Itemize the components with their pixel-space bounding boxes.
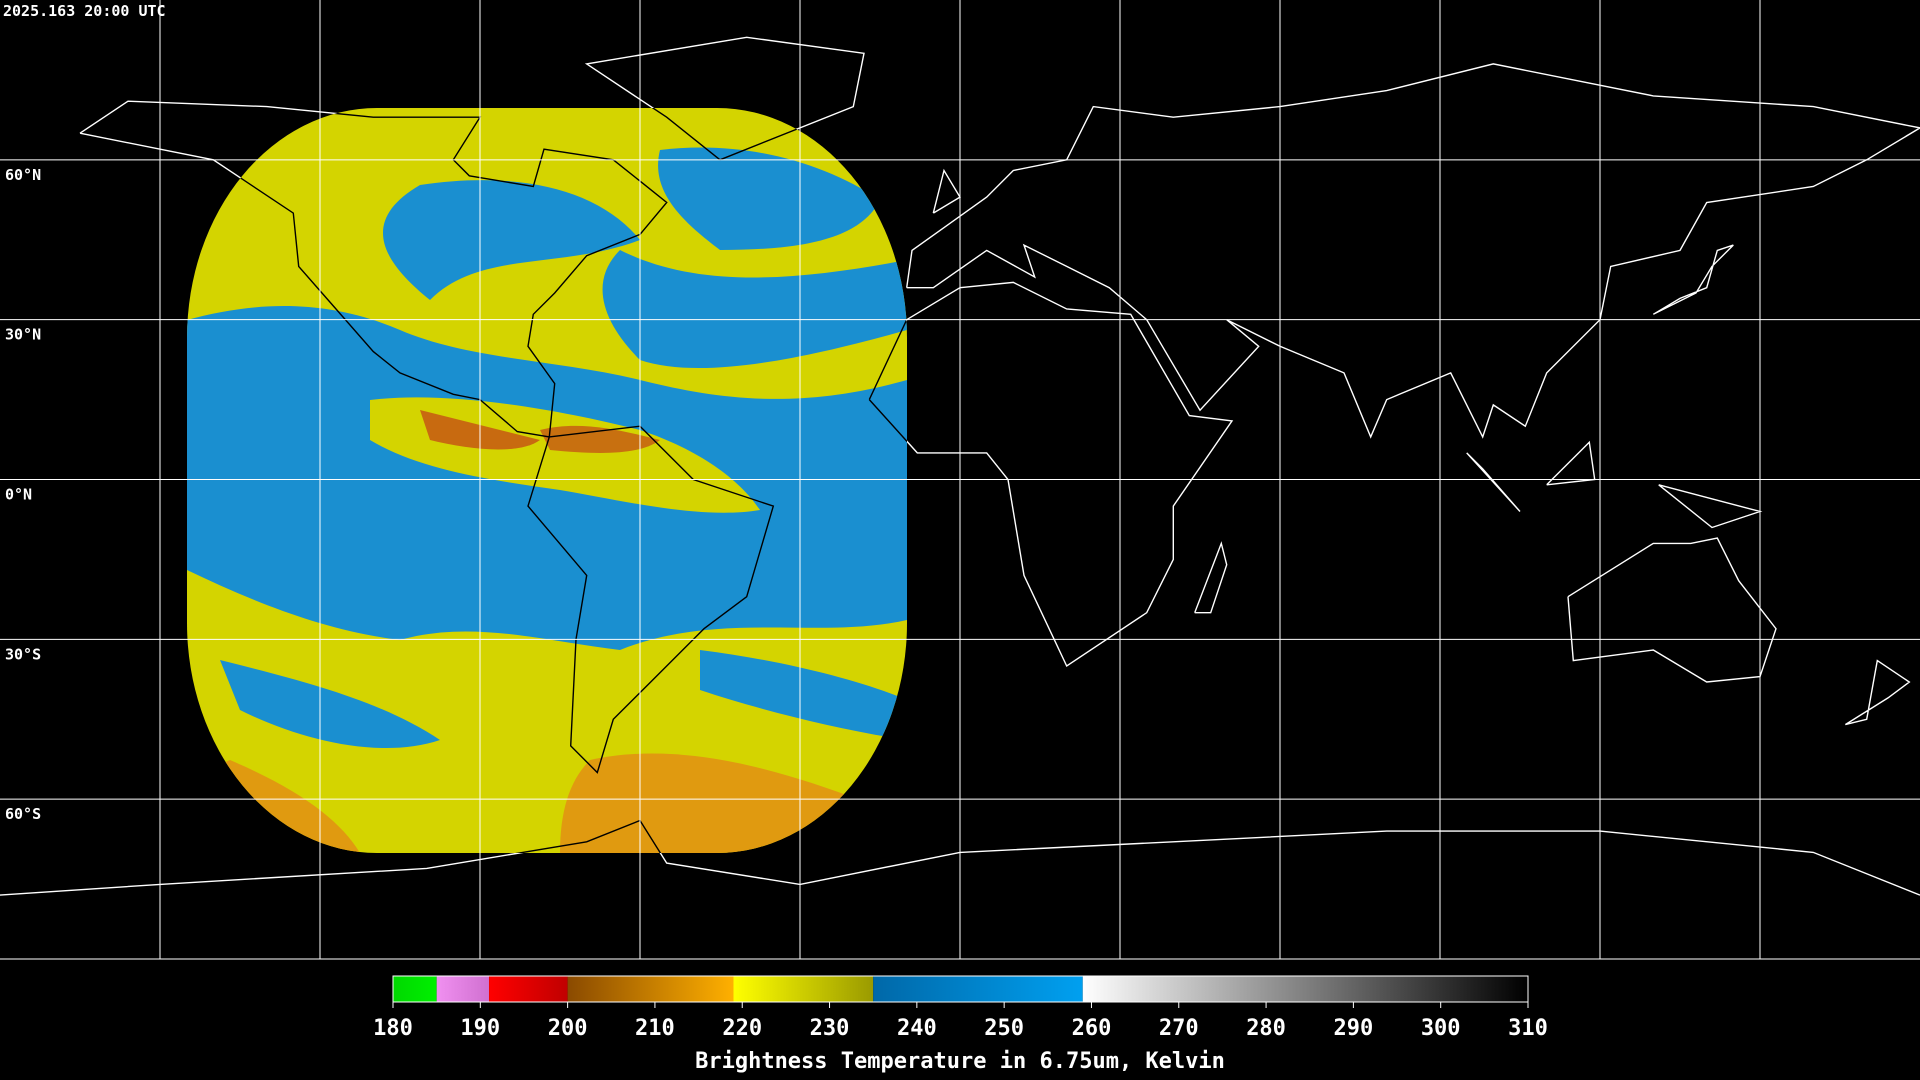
- colorbar-tick-label: 280: [1246, 1016, 1286, 1041]
- colorbar-tick-label: 290: [1334, 1016, 1374, 1041]
- colorbar-segment: [436, 976, 490, 1002]
- colorbar: 180 190 200 210 220 230 240 250 260 270 280 290 300 3…: [373, 975, 1548, 1041]
- colorbar-tick-label: 190: [460, 1016, 500, 1041]
- colorbar-tick-label: 260: [1072, 1016, 1112, 1041]
- colorbar-segment: [1082, 976, 1528, 1002]
- satellite-disk: [187, 108, 907, 853]
- coastlines-in-disk: [187, 108, 907, 853]
- colorbar-tick-label: 210: [635, 1016, 675, 1041]
- colorbar-frame: [392, 975, 1529, 1003]
- colorbar-segment: [873, 976, 1083, 1002]
- graticule: 60°N 30°N 0°N 30°S 60°S: [0, 0, 1920, 960]
- colorbar-tick-label: 200: [548, 1016, 588, 1041]
- colorbar-tick-label: 270: [1159, 1016, 1199, 1041]
- latitude-label: 60°S: [5, 805, 41, 823]
- colorbar-tick-label: 300: [1421, 1016, 1461, 1041]
- colorbar-tick-label: 250: [984, 1016, 1024, 1041]
- colorbar-title: Brightness Temperature in 6.75um, Kelvin: [695, 1049, 1225, 1074]
- timestamp: 2025.163 20:00 UTC: [3, 2, 166, 20]
- colorbar-tick-label: 240: [897, 1016, 937, 1041]
- latitude-label: 60°N: [5, 166, 41, 184]
- latitude-label: 30°N: [5, 326, 41, 344]
- colorbar-tick-label: 180: [373, 1016, 413, 1041]
- colorbar-segment: [733, 976, 874, 1002]
- colorbar-tick-label: 220: [722, 1016, 762, 1041]
- colorbar-segment: [393, 976, 437, 1002]
- colorbar-tick-label: 310: [1508, 1016, 1548, 1041]
- colorbar-segment: [489, 976, 568, 1002]
- colorbar-segment: [567, 976, 734, 1002]
- latitude-label: 30°S: [5, 645, 41, 663]
- colorbar-tick-label: 230: [810, 1016, 850, 1041]
- latitude-label: 0°N: [5, 486, 32, 504]
- coastline: [187, 108, 907, 853]
